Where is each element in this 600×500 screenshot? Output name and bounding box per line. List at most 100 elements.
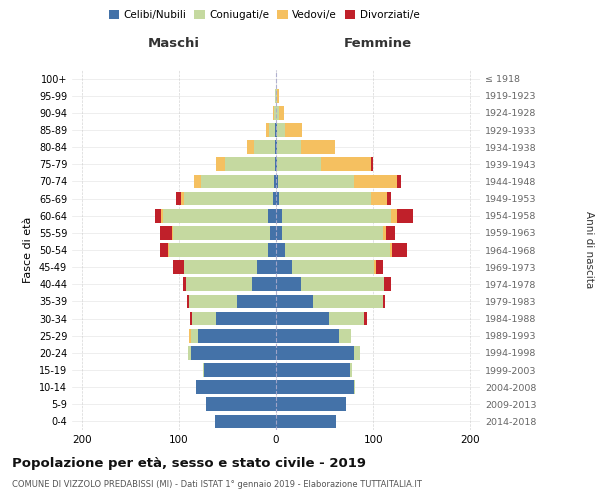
Bar — [364, 312, 367, 326]
Bar — [276, 329, 339, 342]
Bar — [188, 329, 191, 342]
Bar — [276, 363, 350, 377]
Bar — [389, 243, 392, 257]
Bar — [320, 158, 371, 171]
Bar — [276, 312, 329, 326]
Bar — [277, 140, 301, 154]
Bar — [276, 158, 277, 171]
Bar — [270, 226, 276, 239]
Bar — [224, 158, 275, 171]
Bar — [354, 346, 359, 360]
Bar — [276, 209, 282, 222]
Bar — [155, 209, 161, 222]
Y-axis label: Fasce di età: Fasce di età — [23, 217, 33, 283]
Bar — [188, 346, 191, 360]
Bar — [339, 329, 351, 342]
Bar — [160, 226, 172, 239]
Bar — [276, 106, 279, 120]
Bar — [196, 380, 276, 394]
Bar — [181, 192, 184, 205]
Bar — [374, 260, 376, 274]
Bar — [397, 209, 413, 222]
Bar — [176, 192, 181, 205]
Text: Maschi: Maschi — [148, 37, 200, 50]
Bar — [257, 260, 276, 274]
Bar — [198, 329, 276, 342]
Bar — [285, 243, 389, 257]
Bar — [276, 260, 292, 274]
Bar — [313, 294, 383, 308]
Bar — [276, 174, 278, 188]
Bar — [193, 312, 216, 326]
Bar — [276, 123, 277, 137]
Bar — [188, 294, 237, 308]
Bar — [216, 312, 276, 326]
Bar — [371, 192, 387, 205]
Bar — [247, 140, 254, 154]
Bar — [276, 89, 277, 102]
Bar — [161, 209, 163, 222]
Bar — [268, 209, 276, 222]
Bar — [160, 243, 168, 257]
Bar — [204, 363, 276, 377]
Bar — [273, 192, 276, 205]
Bar — [269, 123, 275, 137]
Bar — [329, 312, 364, 326]
Bar — [278, 174, 354, 188]
Bar — [275, 89, 276, 102]
Bar — [273, 106, 274, 120]
Bar — [282, 226, 383, 239]
Bar — [371, 158, 373, 171]
Bar — [282, 209, 391, 222]
Bar — [274, 174, 276, 188]
Bar — [383, 226, 386, 239]
Bar — [191, 346, 276, 360]
Bar — [173, 226, 270, 239]
Bar — [215, 414, 276, 428]
Bar — [275, 140, 276, 154]
Bar — [350, 363, 352, 377]
Bar — [274, 106, 276, 120]
Legend: Celibi/Nubili, Coniugati/e, Vedovi/e, Divorziati/e: Celibi/Nubili, Coniugati/e, Vedovi/e, Di… — [107, 8, 421, 22]
Bar — [216, 158, 224, 171]
Bar — [391, 209, 397, 222]
Bar — [277, 89, 279, 102]
Bar — [276, 380, 354, 394]
Bar — [268, 243, 276, 257]
Bar — [301, 278, 384, 291]
Text: Femmine: Femmine — [344, 37, 412, 50]
Bar — [276, 243, 285, 257]
Bar — [173, 260, 184, 274]
Bar — [384, 278, 391, 291]
Bar — [386, 226, 395, 239]
Bar — [201, 174, 274, 188]
Bar — [285, 123, 302, 137]
Bar — [191, 329, 198, 342]
Text: Anni di nascita: Anni di nascita — [584, 212, 594, 288]
Bar — [276, 346, 354, 360]
Bar — [206, 398, 276, 411]
Bar — [254, 140, 275, 154]
Bar — [397, 174, 401, 188]
Bar — [276, 414, 336, 428]
Bar — [354, 380, 355, 394]
Bar — [172, 226, 173, 239]
Bar — [203, 363, 204, 377]
Bar — [276, 278, 301, 291]
Bar — [237, 294, 276, 308]
Bar — [354, 174, 397, 188]
Bar — [277, 123, 285, 137]
Bar — [185, 278, 252, 291]
Bar — [169, 243, 268, 257]
Bar — [194, 174, 201, 188]
Bar — [383, 294, 385, 308]
Bar — [163, 209, 268, 222]
Bar — [277, 158, 320, 171]
Bar — [279, 106, 284, 120]
Bar — [392, 243, 407, 257]
Bar — [183, 278, 185, 291]
Bar — [276, 226, 282, 239]
Bar — [387, 192, 391, 205]
Bar — [252, 278, 276, 291]
Bar — [187, 294, 188, 308]
